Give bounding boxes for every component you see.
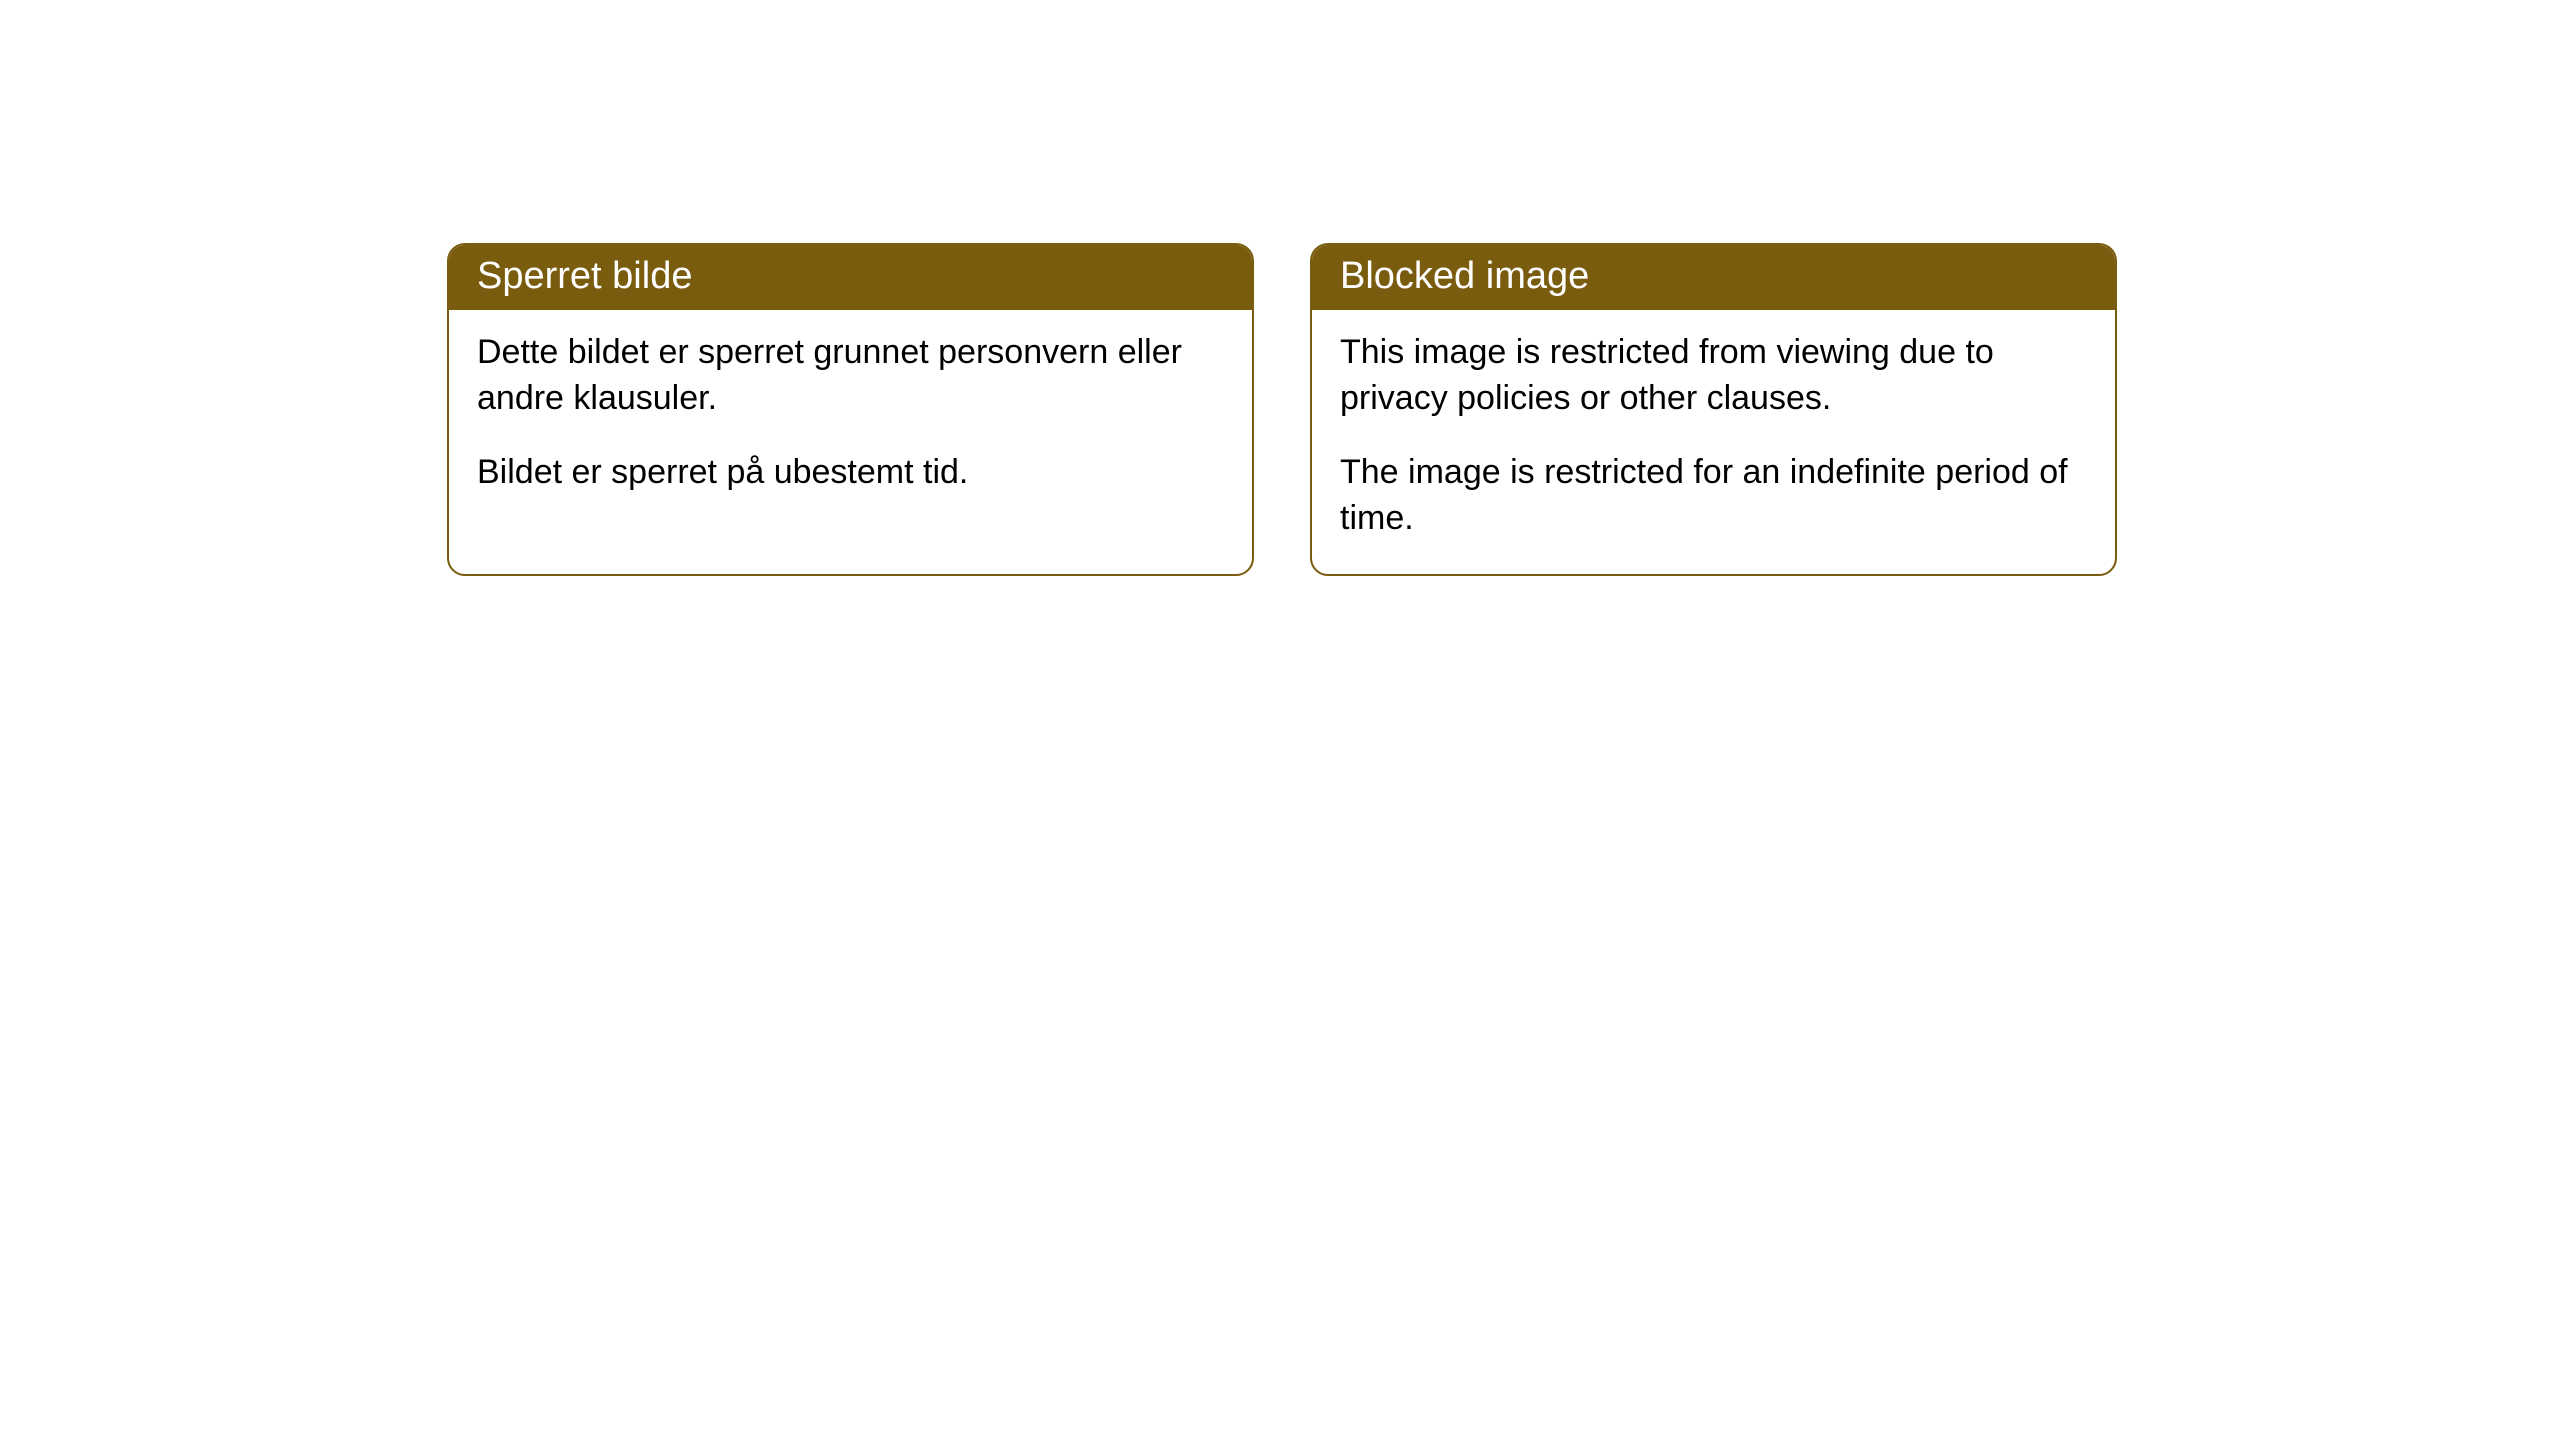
card-paragraph: The image is restricted for an indefinit… [1340, 450, 2087, 542]
blocked-image-card-no: Sperret bilde Dette bildet er sperret gr… [447, 243, 1254, 576]
blocked-image-card-en: Blocked image This image is restricted f… [1310, 243, 2117, 576]
card-paragraph: Dette bildet er sperret grunnet personve… [477, 330, 1224, 422]
cards-container: Sperret bilde Dette bildet er sperret gr… [447, 243, 2117, 576]
card-paragraph: Bildet er sperret på ubestemt tid. [477, 450, 1224, 496]
card-body-en: This image is restricted from viewing du… [1312, 310, 2115, 574]
card-body-no: Dette bildet er sperret grunnet personve… [449, 310, 1252, 528]
card-header-en: Blocked image [1312, 245, 2115, 310]
card-paragraph: This image is restricted from viewing du… [1340, 330, 2087, 422]
card-header-no: Sperret bilde [449, 245, 1252, 310]
